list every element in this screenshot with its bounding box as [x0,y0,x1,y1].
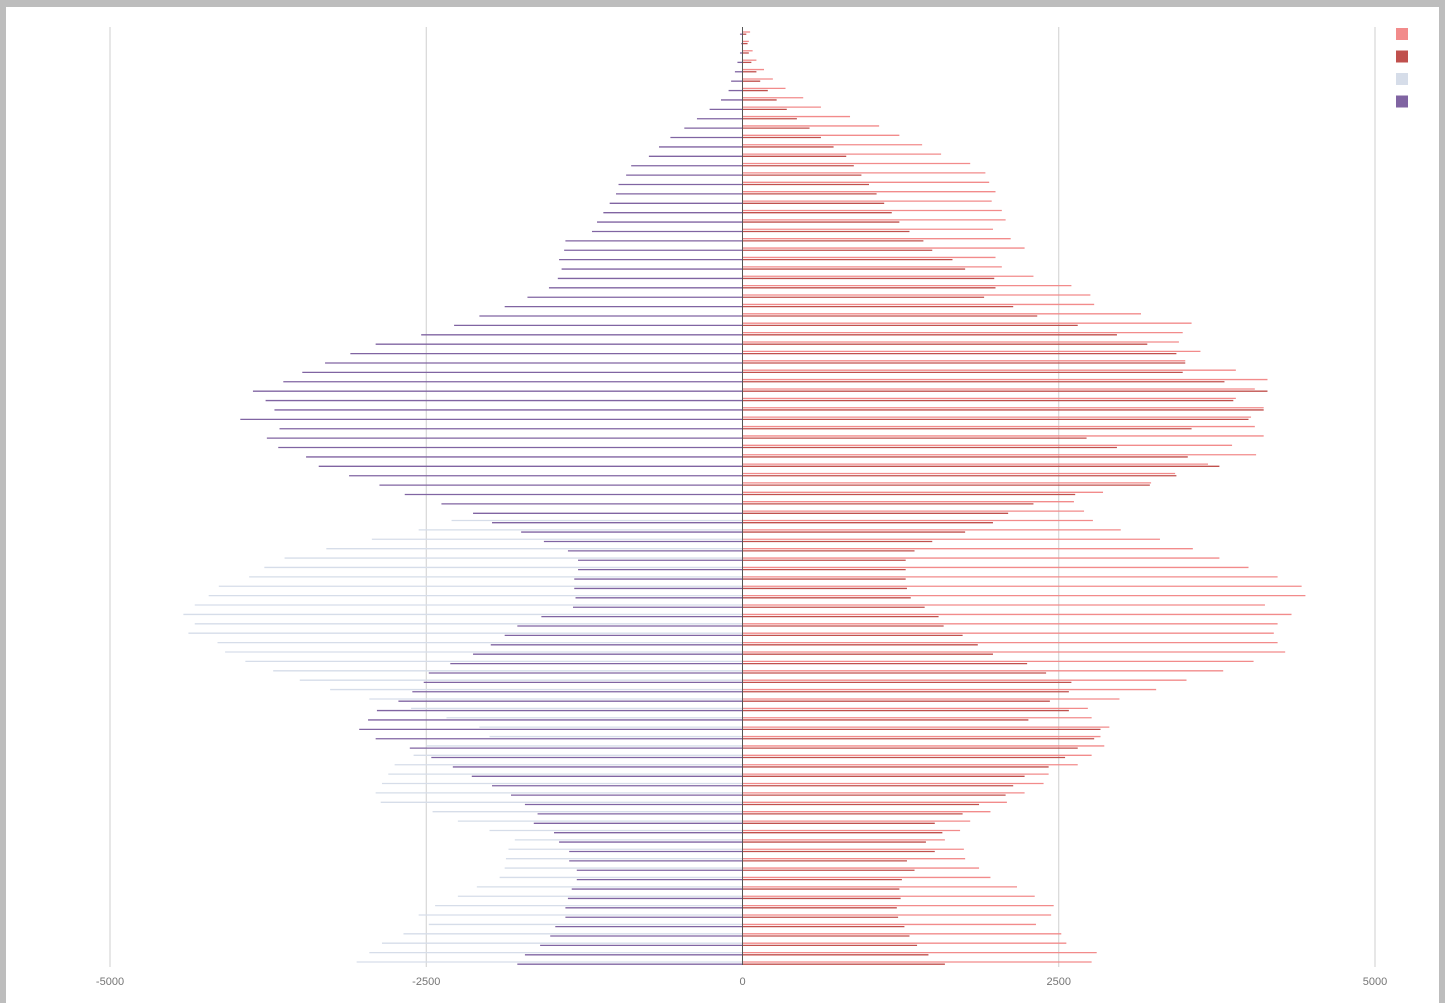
legend-swatch-3[interactable] [1396,95,1408,108]
x-tick-label-0: -5000 [96,976,124,988]
legend-swatch-1[interactable] [1396,50,1408,63]
bars [183,27,1306,965]
x-tick-label-4: 5000 [1363,976,1387,988]
legend-swatch-0[interactable] [1396,28,1408,40]
legend-swatch-2[interactable] [1396,73,1408,85]
x-axis-ticks: -5000 -2500 0 2500 5000 [96,976,1387,988]
legend [1396,28,1408,108]
population-pyramid-chart: -5000 -2500 0 2500 5000 [96,27,1408,988]
x-tick-label-3: 2500 [1047,976,1071,988]
gridlines [109,27,1376,967]
chart-panel: -5000 -2500 0 2500 5000 [6,7,1439,1003]
x-tick-label-1: -2500 [412,976,440,988]
x-tick-label-2: 0 [739,976,745,988]
